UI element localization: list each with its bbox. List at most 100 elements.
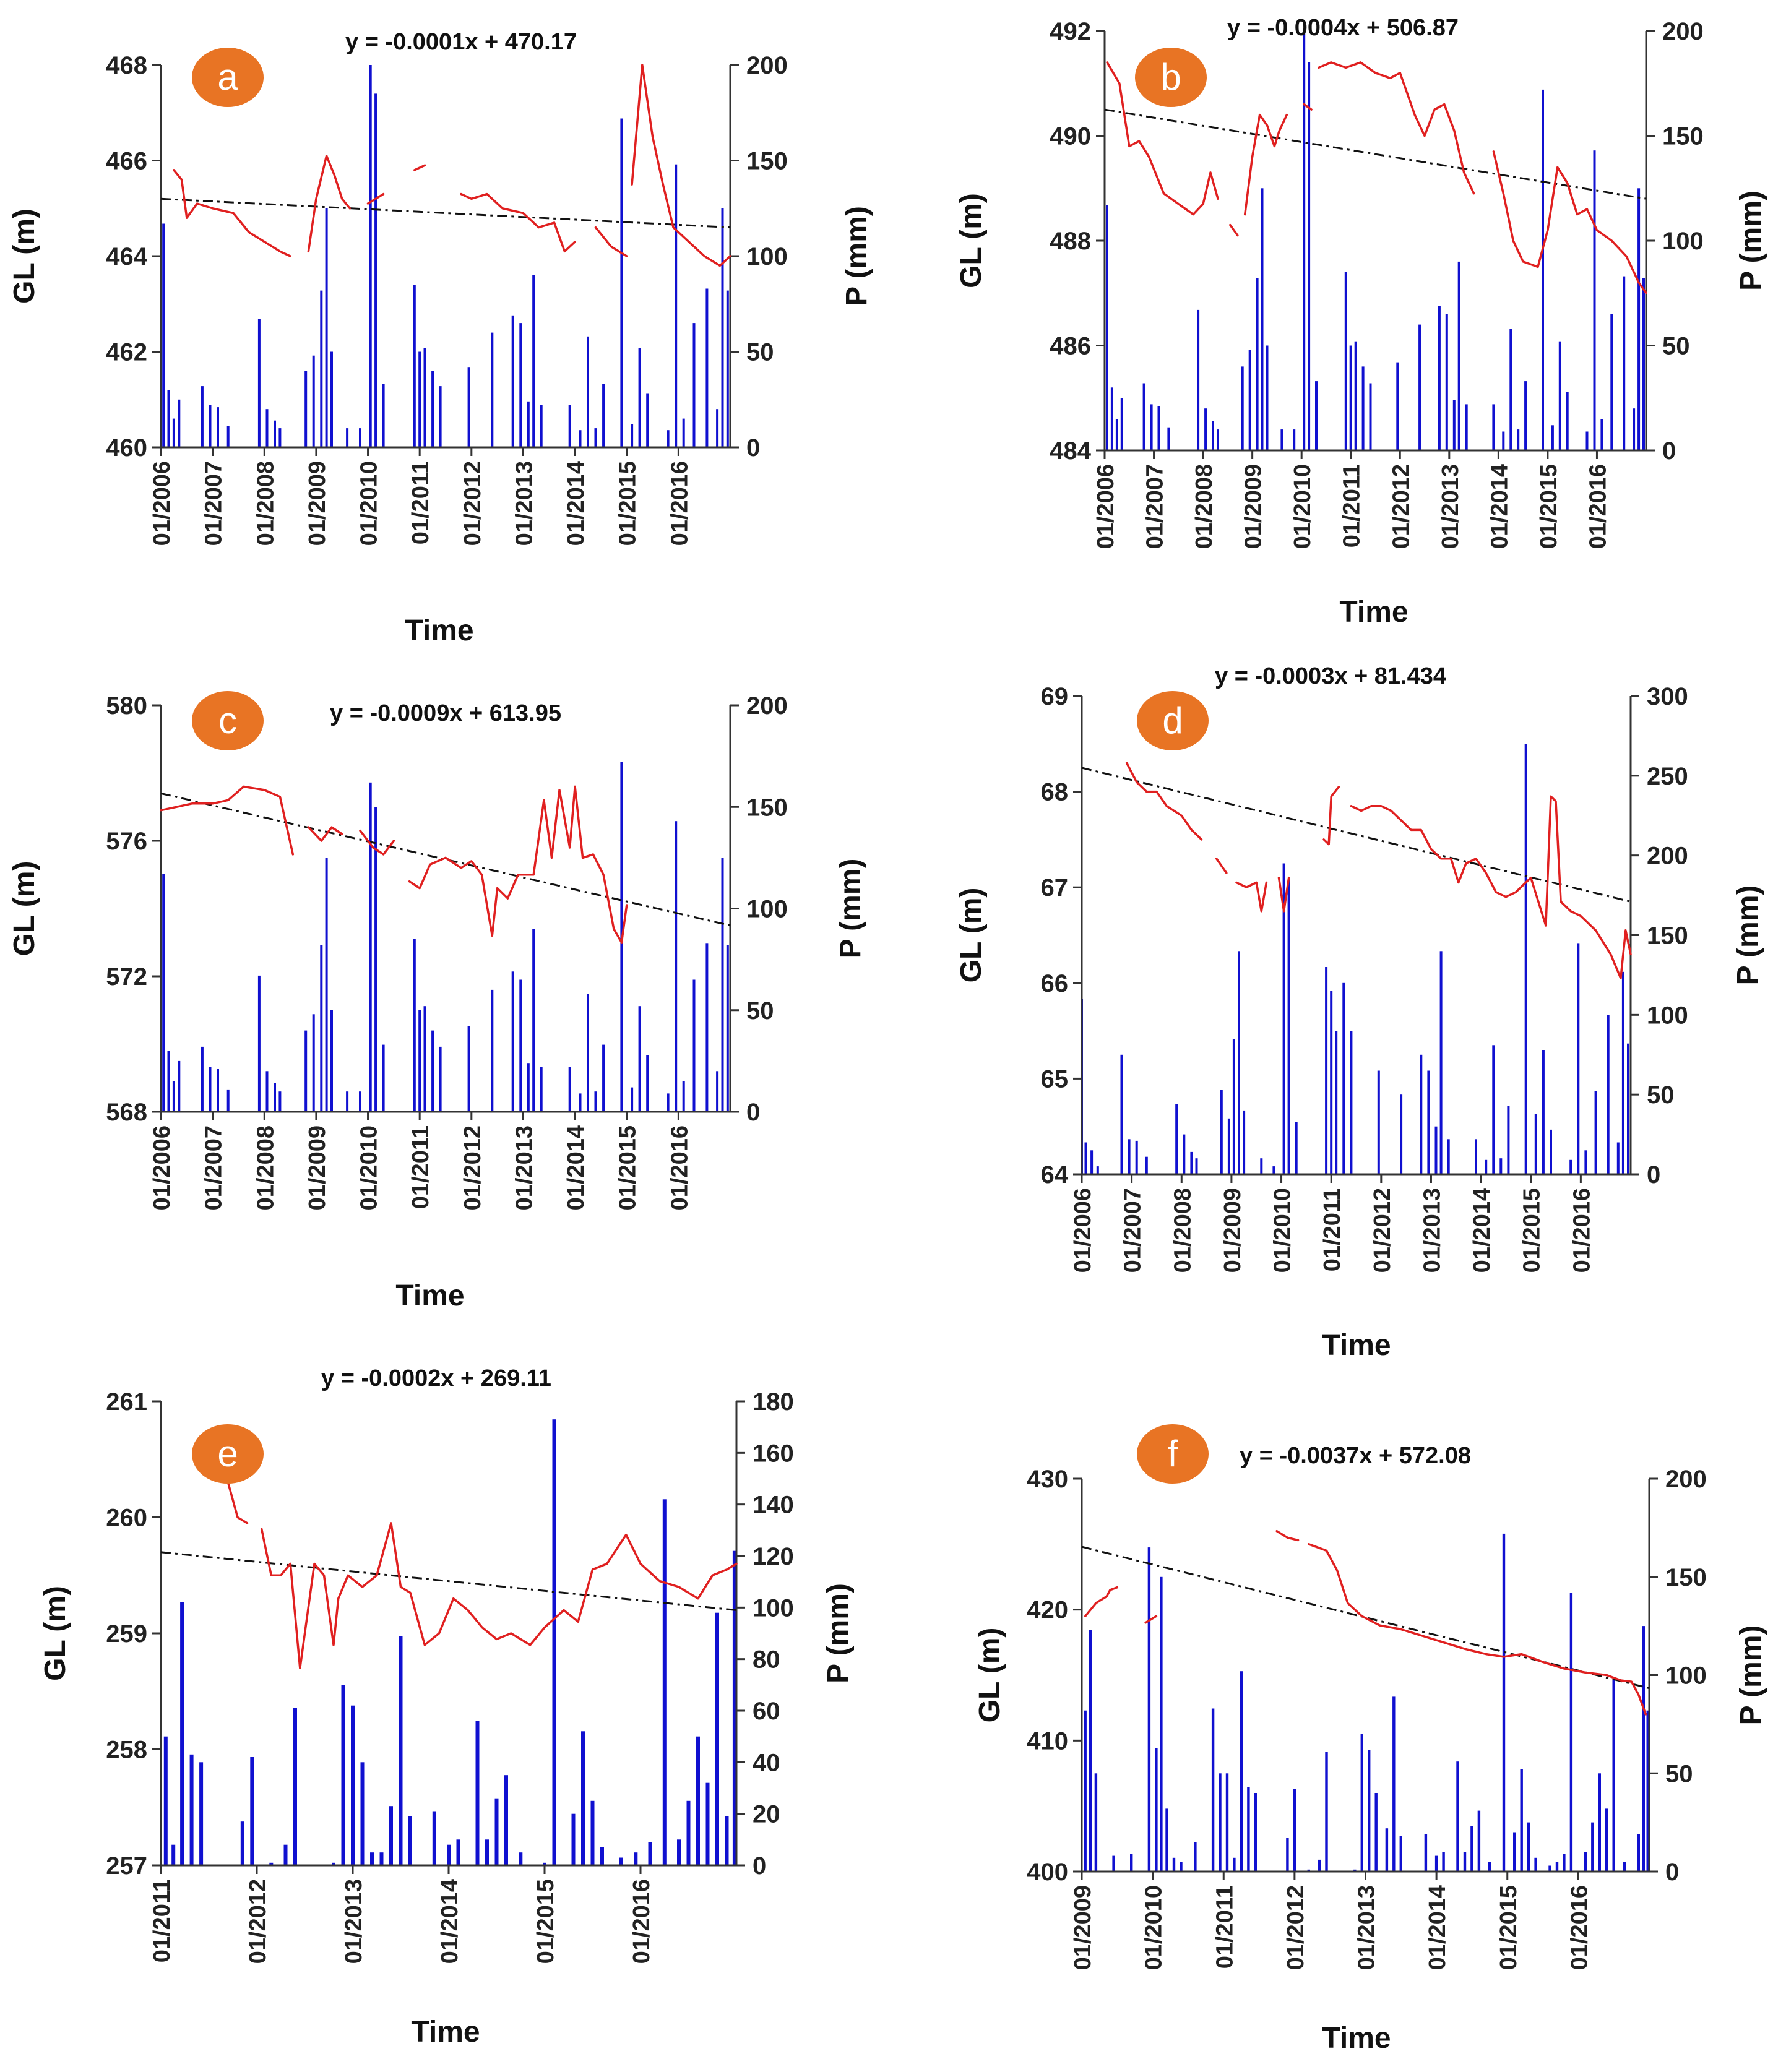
panel-d-precip-bar <box>1183 1134 1186 1174</box>
panel-e-gl-tick-label: 259 <box>106 1620 147 1648</box>
panel-c-gl-tick-label: 580 <box>106 692 147 720</box>
panel-f-p-tick-label: 150 <box>1665 1564 1707 1591</box>
panel-a-time-tick-label: 01/2006 <box>149 461 175 546</box>
panel-d-trend-line <box>1081 767 1631 903</box>
panel-e-p-tick-label: 120 <box>753 1543 794 1570</box>
panel-b-precip-bar <box>1633 408 1636 450</box>
panel-a-precip-bar <box>721 208 724 448</box>
panel-b-trend-line <box>1104 108 1647 200</box>
panel-a-precip-bar <box>217 407 219 447</box>
panel-d-gl-series <box>1350 795 1632 979</box>
panel-c-gl-series <box>359 829 395 856</box>
panel-e-time-tick-label: 01/2014 <box>437 1879 463 1964</box>
panel-a-gl-axis-title: GL (m) <box>8 208 41 304</box>
panel-e-precip-bar <box>399 1636 403 1865</box>
panel-f-gl-tick-label: 400 <box>1027 1859 1068 1886</box>
panel-f-precip-bar <box>1165 1808 1168 1872</box>
panel-a-precip-bar <box>620 118 623 447</box>
panel-b-gl-tick-label: 488 <box>1050 228 1091 255</box>
panel-c-precip-bar <box>540 1067 543 1112</box>
panel-f-precip-bar <box>1502 1533 1506 1872</box>
panel-d-time-tick-label: 01/2006 <box>1070 1188 1096 1273</box>
panel-d-p-tick-label: 100 <box>1647 1002 1688 1029</box>
panel-c-precip-bar <box>274 1083 276 1112</box>
panel-c-precip-bar <box>439 1046 442 1112</box>
panel-c-time-tick-label: 01/2013 <box>512 1125 538 1210</box>
panel-f-gl-series <box>1275 1529 1300 1542</box>
panel-c-badge-label: c <box>218 700 237 741</box>
panel-f-badge-label: f <box>1168 1433 1178 1474</box>
panel-c-precip-bar <box>413 939 416 1112</box>
panel-e-p-tick-label: 40 <box>753 1749 780 1776</box>
panel-c-precip-bar <box>162 874 165 1112</box>
panel-a-precip-bar <box>178 399 181 448</box>
panel-c-precip-bar <box>532 929 535 1112</box>
panel-d-precip-bar <box>1594 1091 1597 1174</box>
panel-c-time-axis-title: Time <box>395 1279 464 1312</box>
panel-e-precip-bar <box>171 1844 176 1865</box>
panel-b-precip-bar <box>1502 431 1505 450</box>
panel-d-precip-bar <box>1499 1158 1503 1174</box>
panel-d-precip-bar <box>1243 1110 1246 1174</box>
panel-c-precip-bar <box>178 1060 181 1112</box>
panel-b-time-tick-label: 01/2010 <box>1290 464 1316 549</box>
panel-c-precip-bar <box>682 1081 685 1112</box>
panel-f-precip-bar <box>1488 1862 1491 1872</box>
panel-f-p-axis-title: P (mm) <box>1735 1625 1767 1726</box>
panel-f-precip-bar <box>1147 1547 1151 1872</box>
panel-a-precip-bar <box>705 288 709 447</box>
panel-c-time-tick-label: 01/2012 <box>460 1125 486 1210</box>
panel-b-precip-bar <box>1509 329 1512 450</box>
panel-d-p-tick-label: 250 <box>1647 763 1688 790</box>
panel-e-precip-bar <box>634 1852 638 1865</box>
panel-d-precip-bar <box>1295 1122 1298 1174</box>
panel-a-precip-bar <box>532 275 535 447</box>
panel-c-precip-bar <box>359 1091 361 1112</box>
panel-c-precip-bar <box>579 1093 582 1112</box>
panel-e-p-tick-label: 60 <box>753 1698 780 1725</box>
panel-e-trend-line <box>160 1551 737 1611</box>
panel-d-precip-bar <box>1330 991 1333 1174</box>
panel-e-gl-tick-label: 261 <box>106 1388 147 1416</box>
panel-c-p-tick-label: 100 <box>746 896 788 923</box>
panel-b-precip-bar <box>1418 324 1421 450</box>
panel-e-equation: y = -0.0002x + 269.11 <box>321 1365 551 1391</box>
panel-f-precip-bar <box>1642 1626 1645 1872</box>
panel-f-time-tick-label: 01/2012 <box>1283 1885 1309 1970</box>
panel-c-precip-bar <box>705 943 709 1112</box>
panel-f-precip-bar <box>1569 1593 1573 1872</box>
panel-c-precip-bar <box>431 1030 434 1112</box>
panel-b-gl-axis-title: GL (m) <box>955 193 988 288</box>
panel-a-precip-bar <box>226 426 230 447</box>
panel-b-precip-bar <box>1610 314 1613 450</box>
panel-e-precip-bar <box>351 1705 355 1865</box>
panel-d-precip-bar <box>1607 1015 1610 1174</box>
panel-b-precip-bar <box>1303 31 1306 450</box>
panel-b-precip-bar <box>1293 429 1296 450</box>
panel-f-precip-bar <box>1584 1852 1587 1872</box>
panel-a-precip-bar <box>201 386 204 447</box>
panel-a-time-tick-label: 01/2016 <box>667 461 692 546</box>
panel-e-badge <box>192 1424 264 1484</box>
panel-f-p-tick-label: 100 <box>1665 1662 1707 1690</box>
panel-f-precip-bar <box>1555 1862 1559 1872</box>
panel-e-precip-bar <box>619 1857 623 1865</box>
panel-a-precip-bar <box>692 323 696 447</box>
panel-a-badge <box>192 48 264 107</box>
panel-e-precip-bar <box>732 1550 736 1865</box>
panel-f-precip-bar <box>1434 1855 1438 1872</box>
panel-f-precip-bar <box>1534 1857 1537 1872</box>
panel-a-precip-bar <box>646 393 649 447</box>
panel-a-precip-bar <box>320 290 323 447</box>
panel-d-equation: y = -0.0003x + 81.434 <box>1215 663 1446 689</box>
panel-a-time-tick-label: 01/2015 <box>615 461 641 546</box>
panel-b-time-tick-label: 01/2011 <box>1339 464 1365 548</box>
panel-c-precip-bar <box>304 1030 308 1112</box>
panel-b-precip-bar <box>1115 419 1118 450</box>
panel-a-precip-bar <box>312 355 315 447</box>
panel-b-precip-bar <box>1524 381 1527 450</box>
panel-c-gl-series <box>408 785 628 944</box>
panel-e-p-tick-label: 100 <box>753 1594 794 1622</box>
panel-d-time-tick-label: 01/2010 <box>1270 1188 1296 1273</box>
panel-a-precip-bar <box>325 208 328 448</box>
